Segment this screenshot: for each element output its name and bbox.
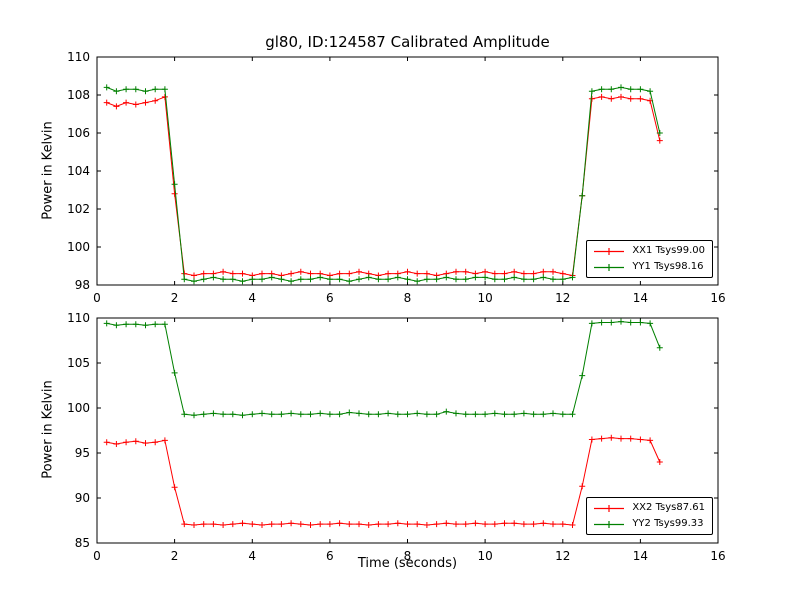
x-tick-label: 6 <box>326 291 334 305</box>
legend-bottom: XX2 Tsys87.61 YY2 Tsys99.33 <box>586 497 713 535</box>
y-tick-label: 105 <box>67 356 90 370</box>
legend-label: YY2 Tsys99.33 <box>632 518 704 529</box>
line-marker-sample-yy2 <box>594 520 625 528</box>
y-tick-label: 90 <box>75 491 90 505</box>
y-tick-label: 102 <box>67 202 90 216</box>
legend-entry: YY1 Tsys98.16 <box>592 260 705 274</box>
x-tick-label: 8 <box>404 549 412 563</box>
x-tick-label: 14 <box>633 549 648 563</box>
x-tick-label: 16 <box>710 291 725 305</box>
x-tick-label: 12 <box>555 291 570 305</box>
legend-top: XX1 Tsys99.00 YY1 Tsys98.16 <box>586 240 713 278</box>
series-line <box>106 96 661 277</box>
series-markers <box>103 434 663 528</box>
legend-entry: XX2 Tsys87.61 <box>592 501 705 515</box>
x-tick-label: 10 <box>477 291 492 305</box>
y-tick-label: 100 <box>67 401 90 415</box>
series-line <box>106 437 661 526</box>
series-markers <box>103 93 663 279</box>
tick-marks <box>96 317 719 544</box>
x-tick-label: 10 <box>477 549 492 563</box>
legend-label: XX1 Tsys99.00 <box>632 245 705 256</box>
y-tick-label: 98 <box>75 278 90 292</box>
y-tick-label: 95 <box>75 446 90 460</box>
sample-stroke-group <box>594 520 625 528</box>
sample-stroke-group <box>594 504 625 512</box>
y-tick-label: 108 <box>67 88 90 102</box>
x-tick-label: 4 <box>248 549 256 563</box>
series-markers <box>103 318 663 419</box>
xlabel: Time (seconds) <box>357 556 458 571</box>
line-marker-sample-xx1 <box>594 247 625 255</box>
x-tick-label: 4 <box>248 291 256 305</box>
chart-title: gl80, ID:124587 Calibrated Amplitude <box>265 33 550 51</box>
x-tick-label: 0 <box>93 291 101 305</box>
x-tick-label: 14 <box>633 291 648 305</box>
y-tick-label: 104 <box>67 164 90 178</box>
x-tick-label: 6 <box>326 549 334 563</box>
x-tick-label: 16 <box>710 549 725 563</box>
x-tick-label: 8 <box>404 291 412 305</box>
x-tick-label: 2 <box>171 549 179 563</box>
legend-entry: XX1 Tsys99.00 <box>592 244 705 258</box>
x-tick-label: 12 <box>555 549 570 563</box>
tick-marks <box>96 56 719 286</box>
line-marker-sample-xx2 <box>594 504 625 512</box>
y-tick-label: 106 <box>67 126 90 140</box>
x-tick-label: 0 <box>93 549 101 563</box>
y-tick-label: 85 <box>75 536 90 550</box>
y-tick-label: 100 <box>67 240 90 254</box>
x-tick-label: 2 <box>171 291 179 305</box>
series-line <box>106 321 661 416</box>
sample-stroke-group <box>594 263 625 271</box>
y-tick-label: 110 <box>67 50 90 64</box>
line-marker-sample-yy1 <box>594 263 625 271</box>
sample-stroke-group <box>594 247 625 255</box>
legend-label: XX2 Tsys87.61 <box>632 502 705 513</box>
series-markers <box>103 84 663 285</box>
legend-entry: YY2 Tsys99.33 <box>592 517 705 531</box>
series-line <box>106 86 661 282</box>
legend-label: YY1 Tsys98.16 <box>632 261 704 272</box>
ylabel-top: Power in Kelvin <box>40 121 56 220</box>
ylabel-bottom: Power in Kelvin <box>40 380 56 479</box>
y-tick-label: 110 <box>67 311 90 325</box>
